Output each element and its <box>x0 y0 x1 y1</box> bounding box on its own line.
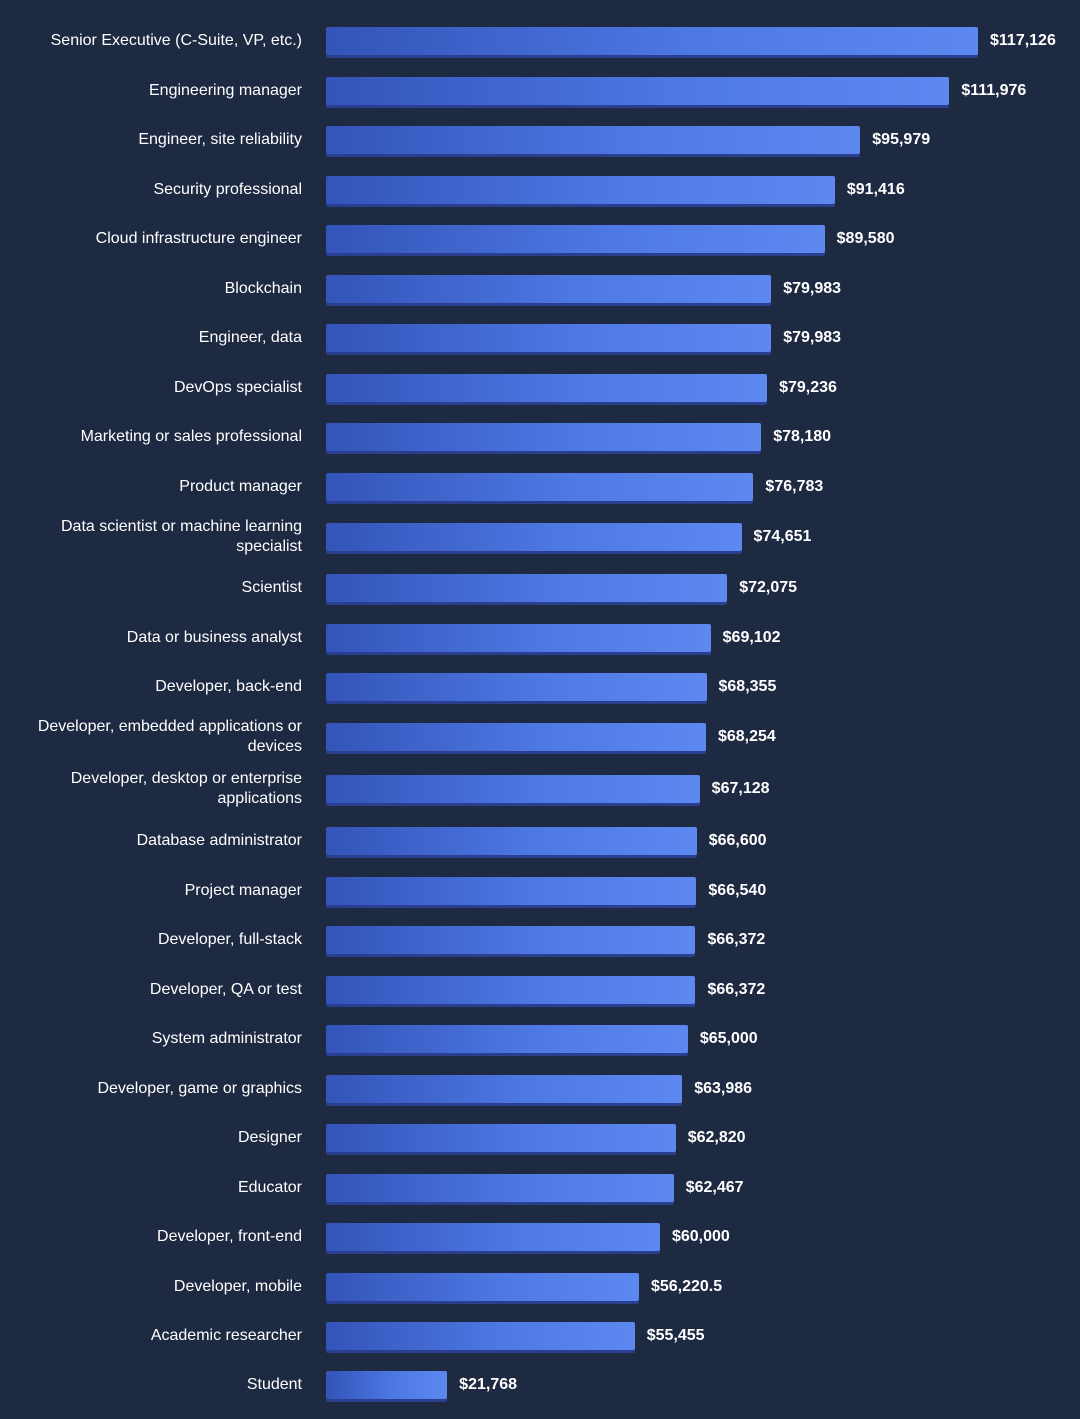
salary-bar <box>326 176 835 204</box>
category-label: Developer, full-stack <box>157 931 302 948</box>
value-label: $91,416 <box>846 181 905 198</box>
category-label: Developer, embedded applications or devi… <box>37 718 302 755</box>
category-label: Blockchain <box>224 280 302 297</box>
category-label: Developer, desktop or enterprise applica… <box>70 770 302 807</box>
category-label: Developer, front-end <box>157 1228 302 1245</box>
value-label: $62,467 <box>685 1179 744 1196</box>
value-label: $68,254 <box>717 728 776 745</box>
value-label: $117,126 <box>990 32 1056 49</box>
salary-bar <box>326 374 768 402</box>
salary-bar <box>326 324 772 352</box>
salary-bar <box>326 1223 660 1251</box>
category-label: Educator <box>237 1179 302 1196</box>
category-label: Engineering manager <box>149 82 302 99</box>
salary-bar <box>326 877 697 905</box>
category-label: Marketing or sales professional <box>80 428 302 445</box>
category-label: Engineer, site reliability <box>138 131 302 148</box>
value-label: $60,000 <box>671 1228 730 1245</box>
salary-bar <box>326 523 742 551</box>
category-label: Developer, back-end <box>155 678 302 695</box>
category-label: Student <box>246 1376 302 1393</box>
category-label: Product manager <box>179 478 302 495</box>
value-label: $72,075 <box>739 579 798 596</box>
value-label: $63,986 <box>694 1080 753 1097</box>
value-label: $55,455 <box>646 1327 705 1344</box>
value-label: $78,180 <box>773 428 832 445</box>
category-label: Database administrator <box>136 832 302 849</box>
category-label: Designer <box>237 1129 302 1146</box>
salary-bar <box>326 1075 683 1103</box>
category-label: Developer, game or graphics <box>97 1080 302 1097</box>
category-label: Senior Executive (C-Suite, VP, etc.) <box>50 32 302 49</box>
salary-bar <box>326 574 728 602</box>
value-label: $69,102 <box>722 629 781 646</box>
value-label: $68,355 <box>718 678 777 695</box>
salary-bar <box>326 1124 676 1152</box>
salary-bar <box>326 225 825 253</box>
value-label: $66,540 <box>708 882 767 899</box>
salary-bar <box>326 827 697 855</box>
value-label: $79,983 <box>783 329 842 346</box>
salary-bar <box>326 423 762 451</box>
value-label: $74,651 <box>753 528 812 545</box>
value-label: $79,983 <box>783 280 842 297</box>
category-label: Data or business analyst <box>126 629 302 646</box>
value-label: $79,236 <box>779 379 837 396</box>
salary-bar <box>326 976 696 1004</box>
salary-bar <box>326 775 700 803</box>
category-label: Engineer, data <box>198 329 302 346</box>
salary-bar <box>326 1174 674 1202</box>
value-label: $66,372 <box>707 981 766 998</box>
category-label: Scientist <box>241 579 302 596</box>
salary-bar <box>326 27 978 55</box>
value-label: $56,220.5 <box>650 1278 723 1295</box>
value-label: $21,768 <box>459 1376 518 1393</box>
salary-bar <box>326 1025 688 1053</box>
salary-bar <box>326 926 696 954</box>
category-label: Academic researcher <box>150 1327 302 1344</box>
salary-bar <box>326 126 861 154</box>
salary-bar <box>326 1371 448 1399</box>
value-label: $66,372 <box>707 931 766 948</box>
category-label: Cloud infrastructure engineer <box>95 230 302 247</box>
value-label: $65,000 <box>699 1030 758 1047</box>
value-label: $67,128 <box>711 780 770 797</box>
salary-bar <box>326 673 707 701</box>
salary-bar <box>326 624 711 652</box>
category-label: Project manager <box>184 882 302 899</box>
category-label: Security professional <box>153 181 302 198</box>
value-label: $66,600 <box>708 832 767 849</box>
category-label: DevOps specialist <box>173 379 302 396</box>
salary-bar <box>326 1322 635 1350</box>
salary-bar <box>326 723 706 751</box>
salary-bar <box>326 77 950 105</box>
value-label: $89,580 <box>836 230 895 247</box>
salary-bar <box>326 473 754 501</box>
value-label: $76,783 <box>765 478 824 495</box>
category-label: System administrator <box>151 1030 302 1047</box>
value-label: $111,976 <box>961 82 1027 99</box>
salary-bar <box>326 275 772 303</box>
category-label: Data scientist or machine learning speci… <box>60 518 302 555</box>
category-label: Developer, QA or test <box>149 981 302 998</box>
category-label: Developer, mobile <box>173 1278 302 1295</box>
salary-bar <box>326 1273 639 1301</box>
value-label: $62,820 <box>687 1129 746 1146</box>
value-label: $95,979 <box>872 131 931 148</box>
